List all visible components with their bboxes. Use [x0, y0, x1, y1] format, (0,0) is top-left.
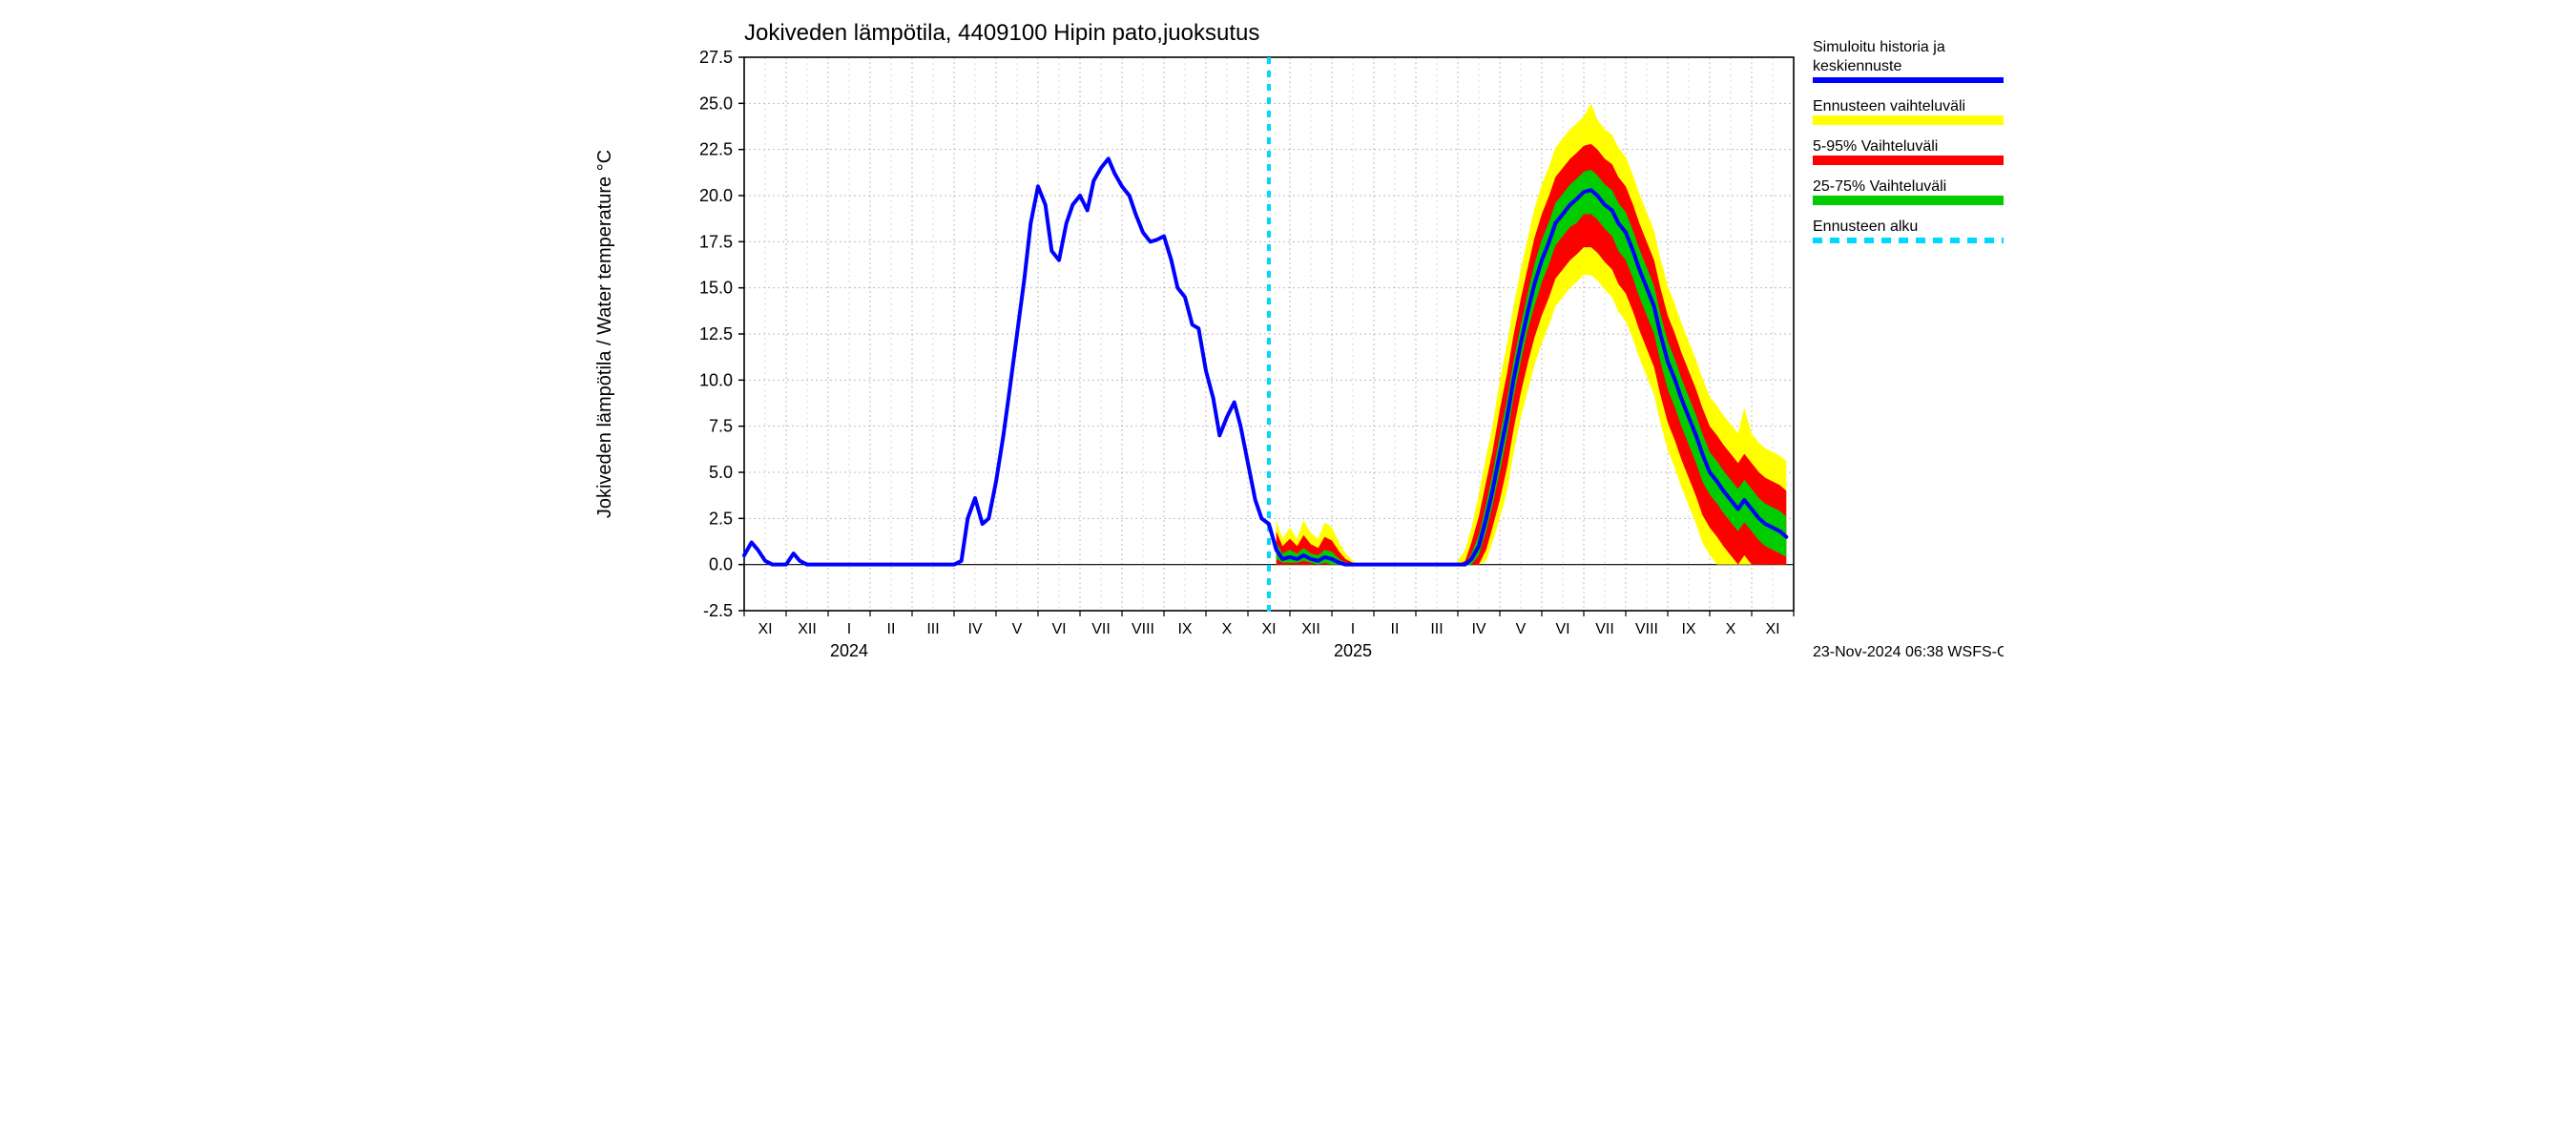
month-label: II: [887, 621, 896, 637]
y-tick-label: -2.5: [703, 601, 733, 620]
month-label: VII: [1091, 621, 1111, 637]
month-label: IX: [1681, 621, 1695, 637]
legend-label: Ennusteen alku: [1813, 219, 1918, 235]
y-axis-label: Jokiveden lämpötila / Water temperature …: [594, 150, 615, 518]
month-label: I: [847, 621, 851, 637]
y-tick-label: 2.5: [709, 509, 733, 528]
y-tick-label: 7.5: [709, 417, 733, 436]
month-label: VII: [1595, 621, 1614, 637]
month-label: IV: [967, 621, 982, 637]
y-tick-label: 15.0: [699, 279, 733, 298]
y-tick-label: 22.5: [699, 140, 733, 159]
month-label: III: [1430, 621, 1443, 637]
legend-label: 25-75% Vaihteluväli: [1813, 178, 1946, 195]
month-label: VIII: [1635, 621, 1658, 637]
y-tick-label: 25.0: [699, 94, 733, 113]
legend-label: Ennusteen vaihteluväli: [1813, 98, 1965, 114]
month-label: IV: [1471, 621, 1485, 637]
timestamp-footer: 23-Nov-2024 06:38 WSFS-O: [1813, 644, 2004, 660]
legend-swatch: [1813, 156, 2004, 165]
year-label: 2024: [830, 641, 868, 660]
y-tick-label: 27.5: [699, 48, 733, 67]
month-label: XI: [1261, 621, 1276, 637]
chart-title: Jokiveden lämpötila, 4409100 Hipin pato,…: [744, 20, 1259, 46]
y-tick-label: 0.0: [709, 555, 733, 574]
month-label: X: [1222, 621, 1233, 637]
month-label: XII: [1301, 621, 1320, 637]
year-label: 2025: [1334, 641, 1372, 660]
month-label: II: [1391, 621, 1400, 637]
month-label: XI: [1765, 621, 1779, 637]
month-label: VI: [1555, 621, 1569, 637]
y-tick-label: 10.0: [699, 370, 733, 389]
month-label: V: [1012, 621, 1023, 637]
chart-svg: Jokiveden lämpötila, 4409100 Hipin pato,…: [572, 0, 2004, 687]
y-tick-label: 17.5: [699, 232, 733, 251]
month-label: I: [1351, 621, 1355, 637]
y-tick-label: 12.5: [699, 324, 733, 344]
month-label: VI: [1051, 621, 1066, 637]
legend-swatch: [1813, 196, 2004, 205]
legend-swatch: [1813, 115, 2004, 125]
y-tick-label: 5.0: [709, 463, 733, 482]
month-label: III: [926, 621, 939, 637]
month-label: IX: [1177, 621, 1192, 637]
legend-label: keskiennuste: [1813, 58, 1901, 74]
month-label: XII: [798, 621, 817, 637]
month-label: V: [1516, 621, 1527, 637]
month-label: XI: [758, 621, 772, 637]
y-tick-label: 20.0: [699, 186, 733, 205]
legend-label: Simuloitu historia ja: [1813, 39, 1945, 55]
month-label: X: [1726, 621, 1736, 637]
month-label: VIII: [1132, 621, 1154, 637]
water-temperature-chart: Jokiveden lämpötila, 4409100 Hipin pato,…: [572, 0, 2004, 687]
legend-label: 5-95% Vaihteluväli: [1813, 138, 1938, 155]
